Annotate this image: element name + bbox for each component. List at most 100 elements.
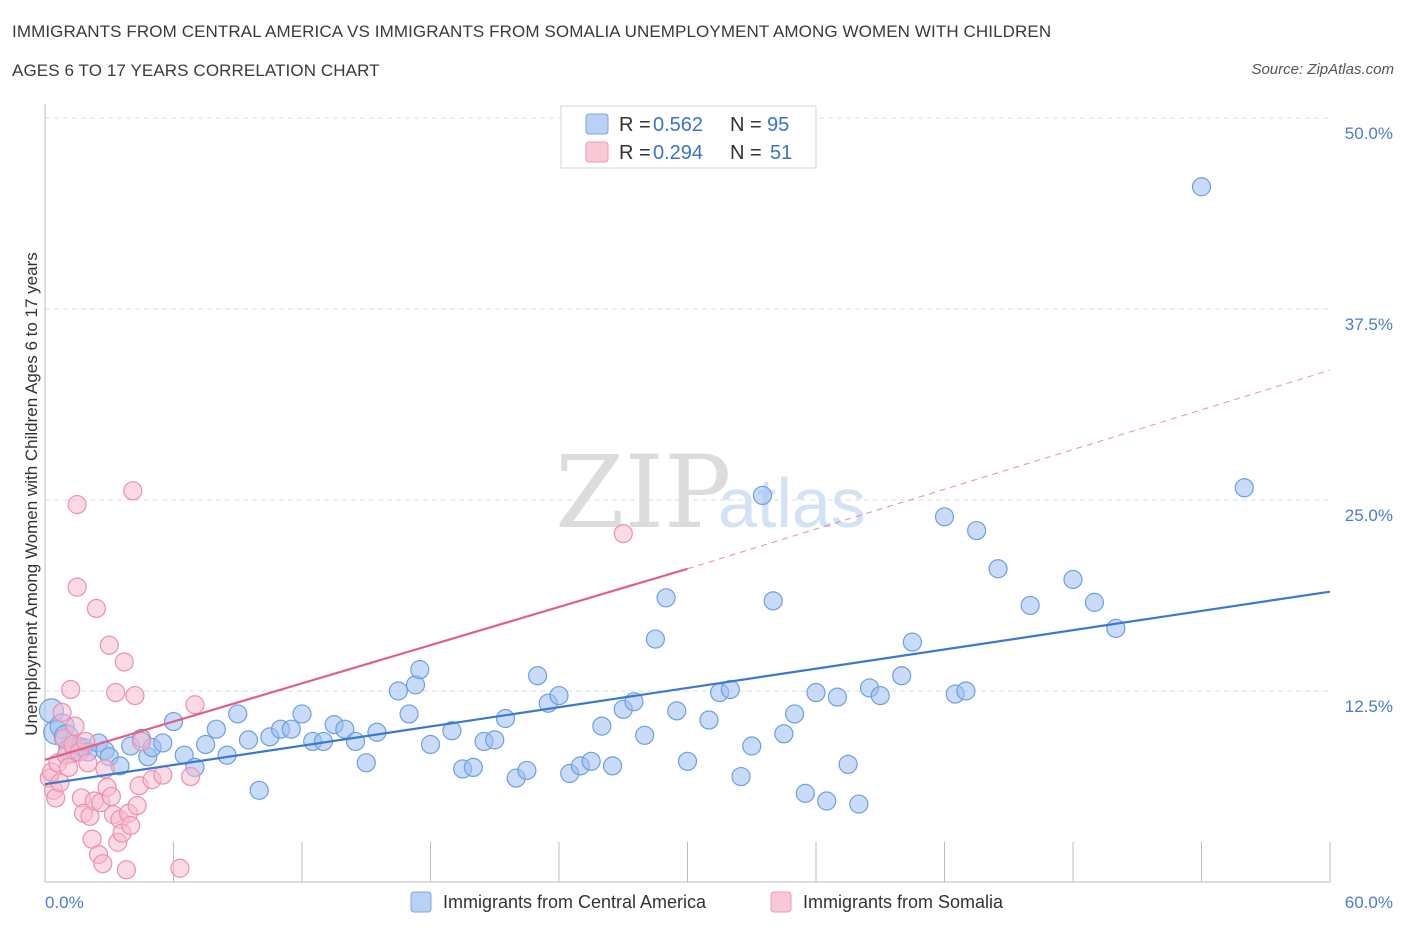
central-america-point-37	[388, 681, 408, 701]
somalia-point-13	[67, 494, 87, 515]
somalia-point-48	[181, 766, 201, 787]
central-america-point-73	[784, 704, 805, 724]
central-america-point-93	[1191, 177, 1212, 197]
somalia-point-36	[114, 652, 134, 672]
central-america-point-47	[495, 708, 516, 729]
central-america-point-36	[367, 722, 387, 742]
central-america-point-81	[870, 685, 890, 706]
y-tick-label-3: 50.0%	[1345, 124, 1393, 143]
central-america-point-83	[902, 632, 922, 652]
central-america-point-69	[742, 736, 762, 756]
central-america-trend-line	[44, 590, 1331, 786]
central-america-point-23	[228, 704, 248, 724]
somalia-point-14	[67, 577, 87, 597]
somalia-trend-line	[44, 567, 688, 761]
series-legend: Immigrants from Central America Immigran…	[410, 891, 1004, 913]
somalia-point-47	[170, 858, 190, 878]
somalia-point-46	[153, 765, 173, 785]
central-america-point-84	[934, 507, 955, 527]
central-america-point-44	[463, 757, 483, 778]
somalia-point-26	[93, 854, 113, 874]
somalia-point-29	[99, 635, 119, 655]
somalia-point-44	[131, 731, 151, 752]
central-america-point-25	[249, 780, 269, 800]
somalia-point-50	[613, 524, 633, 544]
central-america-point-71	[763, 591, 783, 611]
y-tick-label-1: 25.0%	[1345, 506, 1393, 525]
y-axis-label: Unemployment Among Women with Children A…	[22, 252, 41, 736]
x-tick-label-1: 60.0%	[1345, 893, 1393, 912]
central-america-point-49	[517, 760, 537, 781]
central-america-point-56	[592, 716, 612, 736]
watermark-atlas: atlas	[718, 464, 866, 542]
correlation-legend: R = 0.562 N = 95 R = 0.294 N = 51	[560, 105, 817, 169]
chart-title-line-1: IMMIGRANTS FROM CENTRAL AMERICA VS IMMIG…	[12, 22, 1052, 41]
central-america-point-78	[838, 754, 858, 774]
central-america-point-76	[817, 791, 837, 811]
chart-title-line-2: AGES 6 TO 17 YEARS CORRELATION CHART	[12, 61, 380, 80]
watermark-zip: ZIP	[555, 434, 731, 551]
central-america-point-63	[667, 701, 687, 721]
central-america-point-42	[442, 721, 462, 741]
central-america-point-34	[345, 731, 366, 752]
legend-swatch-central-america	[585, 113, 609, 135]
central-america-point-88	[988, 559, 1008, 579]
central-america-point-16	[153, 733, 173, 753]
legend-r-label-1: R =	[619, 114, 651, 136]
central-america-point-68	[731, 766, 751, 787]
central-america-point-82	[892, 666, 912, 686]
y-tick-label-0: 12.5%	[1345, 697, 1393, 716]
somalia-point-10	[61, 679, 81, 700]
central-america-point-91	[1084, 592, 1105, 612]
somalia-point-42	[127, 795, 147, 816]
somalia-point-40	[123, 481, 143, 501]
central-america-point-77	[827, 687, 848, 707]
central-america-point-65	[699, 710, 719, 730]
central-america-point-24	[238, 730, 259, 750]
watermark: ZIP atlas	[555, 434, 866, 551]
central-america-point-61	[645, 629, 665, 649]
source-label: Source: ZipAtlas.com	[1251, 61, 1394, 78]
series-swatch-central-america	[410, 891, 432, 913]
data-points	[38, 177, 1254, 880]
central-america-point-55	[581, 751, 601, 771]
central-america-point-87	[967, 520, 987, 541]
central-america-point-72	[774, 724, 794, 744]
somalia-point-41	[125, 685, 145, 706]
central-america-point-75	[806, 682, 826, 703]
somalia-point-39	[121, 815, 141, 836]
central-america-point-35	[356, 753, 376, 773]
somalia-point-12	[65, 716, 85, 736]
central-america-point-94	[1234, 478, 1254, 498]
y-tick-label-2: 37.5%	[1345, 315, 1393, 334]
series-swatch-somalia	[770, 891, 792, 913]
central-america-point-86	[956, 681, 976, 701]
series-label-central-america: Immigrants from Central America	[443, 892, 707, 912]
central-america-point-41	[420, 734, 441, 755]
central-america-point-89	[1020, 595, 1040, 616]
somalia-point-9	[58, 757, 79, 778]
central-america-point-50	[527, 666, 548, 686]
central-america-point-62	[656, 588, 676, 608]
somalia-point-37	[116, 860, 136, 880]
central-america-point-46	[485, 730, 505, 750]
central-america-point-38	[399, 704, 419, 724]
somalia-point-30	[101, 786, 121, 807]
central-america-point-60	[635, 725, 655, 745]
central-america-point-52	[549, 685, 569, 706]
central-america-point-20	[196, 734, 216, 755]
central-america-point-90	[1063, 569, 1083, 590]
central-america-point-29	[292, 704, 312, 724]
somalia-point-23	[86, 598, 107, 619]
legend-n-value-1: 95	[767, 114, 789, 136]
trend-lines	[44, 369, 1331, 786]
tick-labels: 12.5% 25.0% 37.5% 50.0% 0.0% 60.0%	[45, 124, 1393, 912]
central-america-point-57	[602, 756, 623, 776]
legend-n-label-2: N =	[730, 142, 762, 164]
legend-n-label-1: N =	[730, 114, 762, 136]
legend-r-label-2: R =	[619, 142, 651, 164]
central-america-point-28	[281, 719, 301, 739]
x-tick-label-0: 0.0%	[45, 893, 84, 912]
central-america-point-40	[410, 660, 430, 680]
